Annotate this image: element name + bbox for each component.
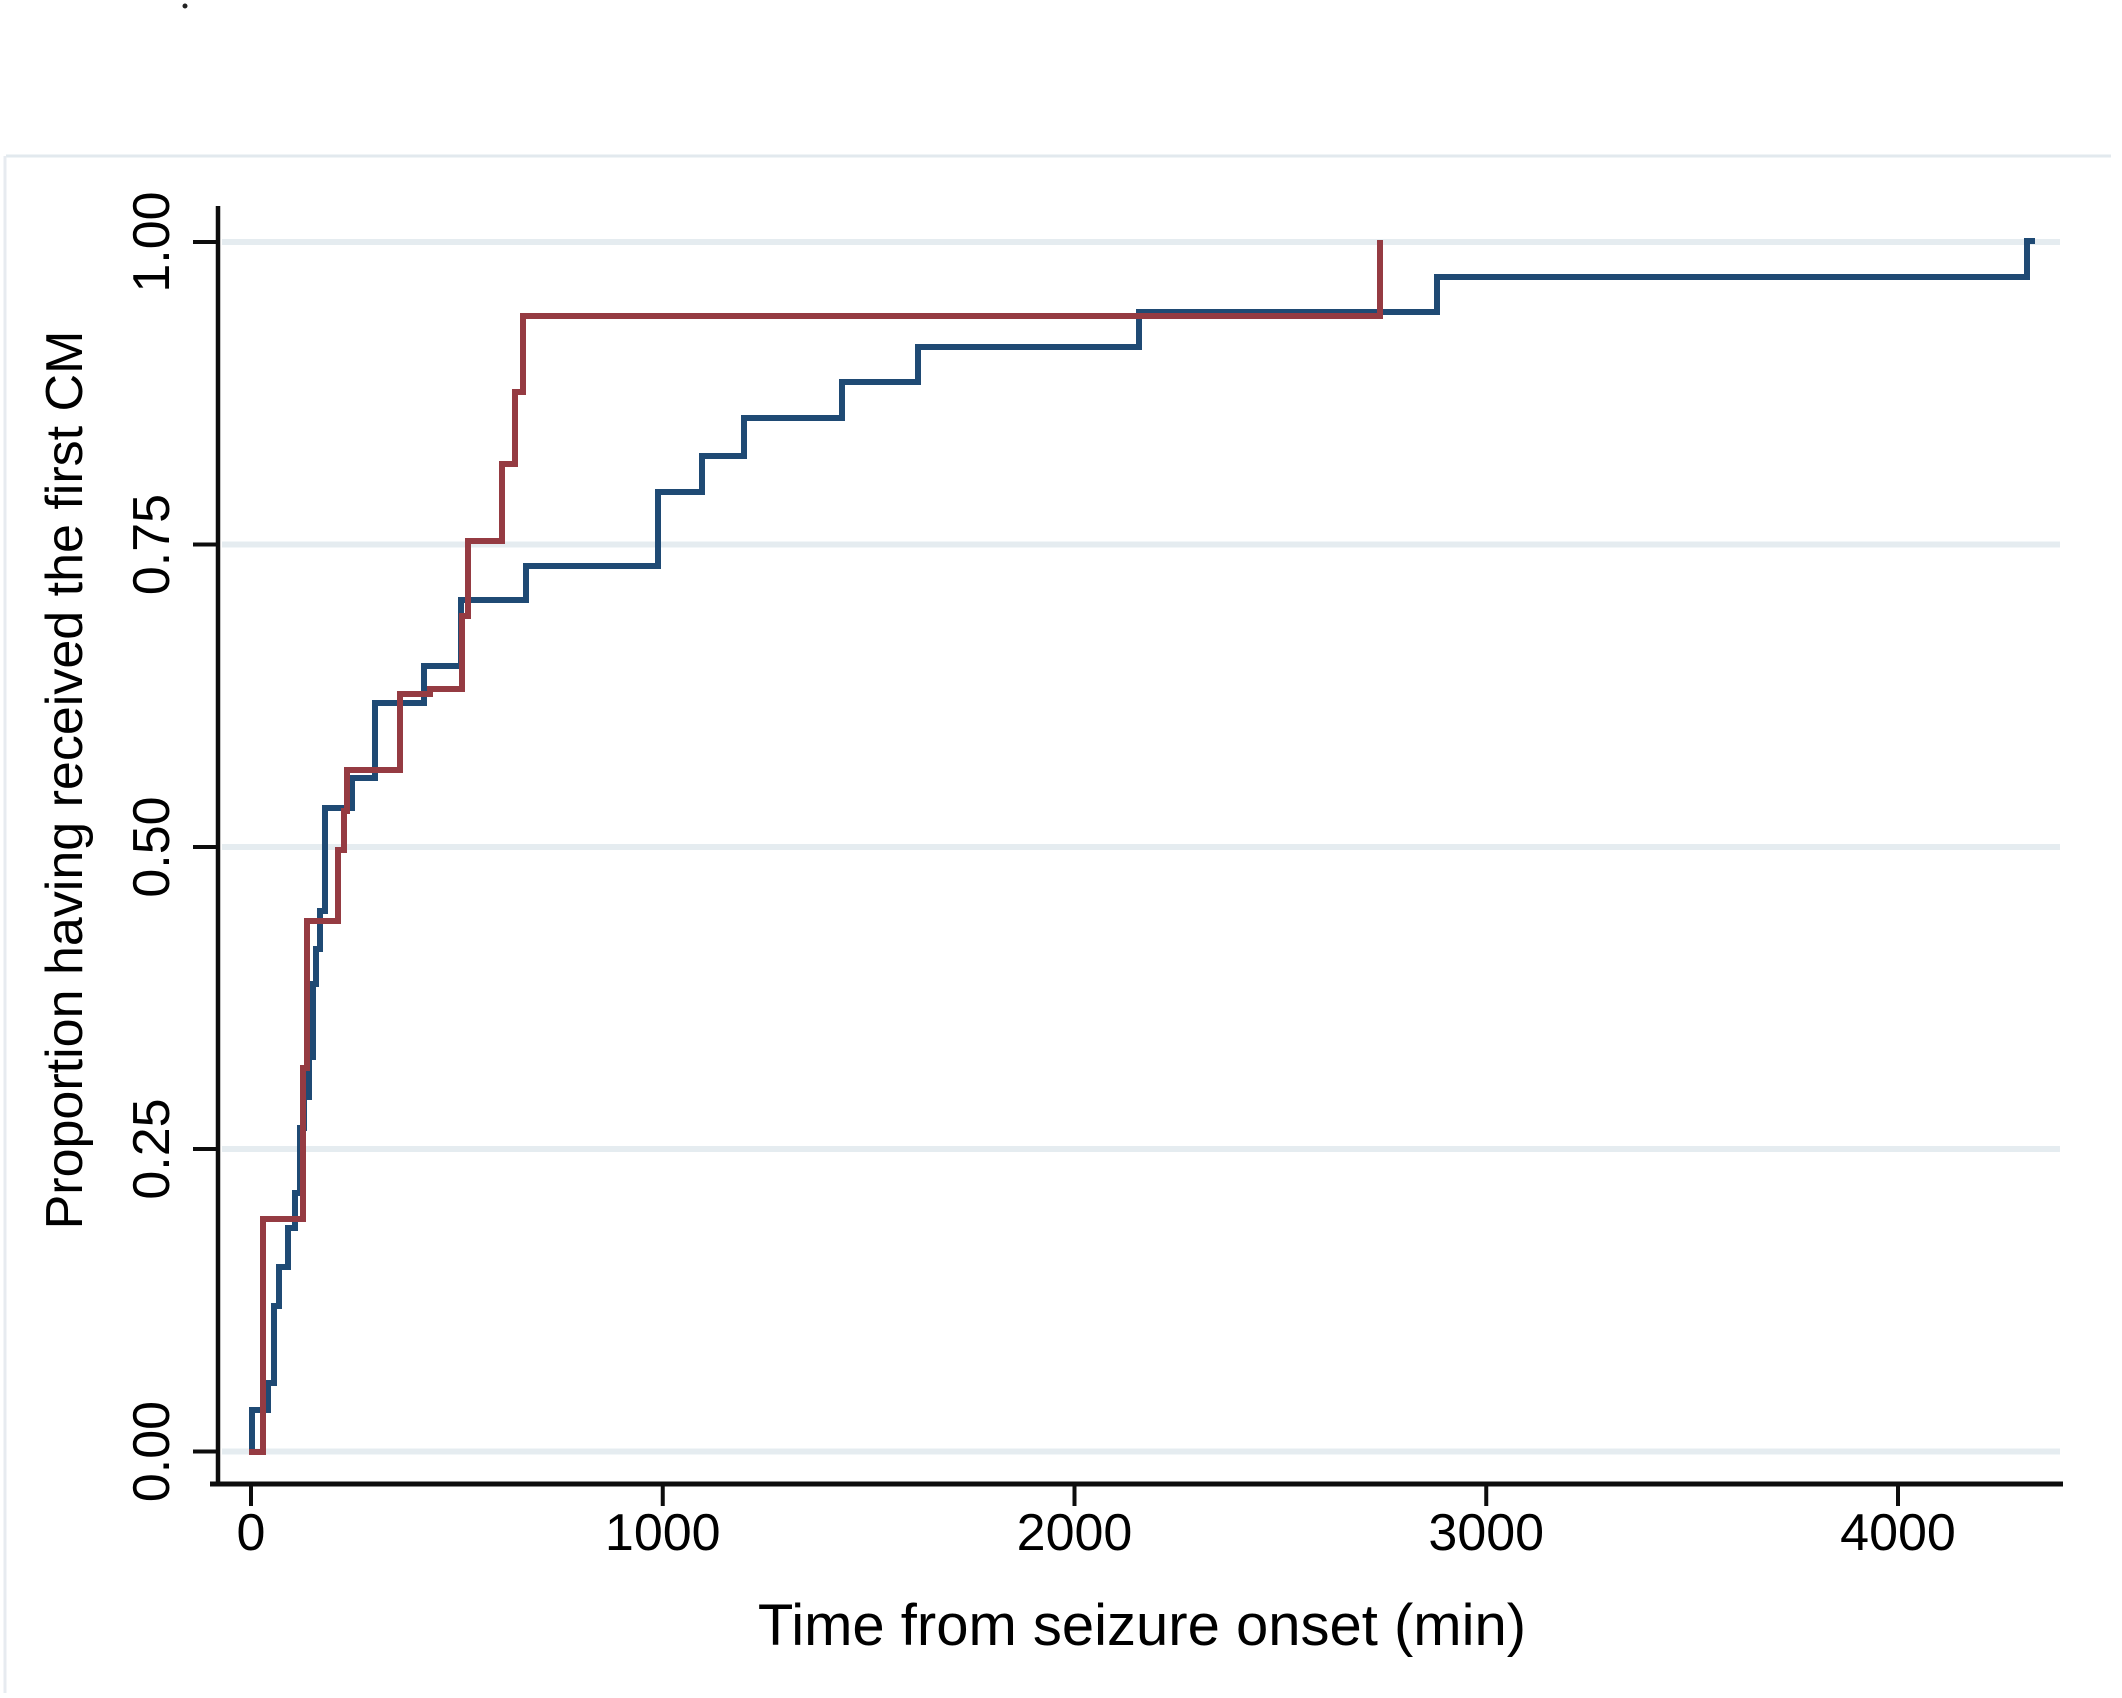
- svg-text:0: 0: [237, 1504, 266, 1562]
- svg-text:1.00: 1.00: [123, 191, 181, 292]
- svg-text:0.25: 0.25: [123, 1098, 181, 1199]
- svg-text:0.75: 0.75: [123, 494, 181, 595]
- svg-text:3000: 3000: [1428, 1504, 1544, 1562]
- svg-text:Proportion having received the: Proportion having received the first CM: [36, 331, 94, 1230]
- svg-text:0.50: 0.50: [123, 796, 181, 897]
- svg-text:Time from seizure onset (min): Time from seizure onset (min): [758, 1593, 1526, 1658]
- svg-text:1000: 1000: [605, 1504, 721, 1562]
- svg-text:4000: 4000: [1840, 1504, 1956, 1562]
- svg-text:2000: 2000: [1017, 1504, 1133, 1562]
- svg-text:0.00: 0.00: [123, 1401, 181, 1502]
